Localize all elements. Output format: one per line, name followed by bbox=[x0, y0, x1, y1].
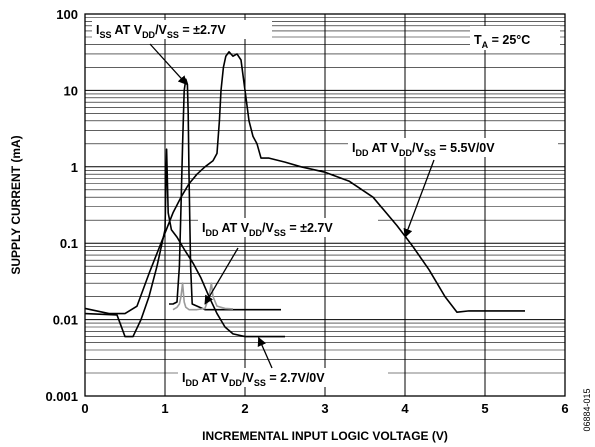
figure-code: 06884-015 bbox=[582, 388, 592, 431]
x-tick-label: 0 bbox=[81, 401, 88, 416]
series-line-4 bbox=[84, 148, 285, 338]
arrow-idd-pm27 bbox=[204, 247, 239, 305]
label-idd-27: IDD AT VDD/VSS = 2.7V/0V bbox=[182, 371, 325, 388]
y-tick-label: 0.01 bbox=[53, 313, 78, 328]
chart-grid bbox=[85, 14, 565, 397]
label-idd-55-box bbox=[348, 138, 558, 157]
y-tick-label: 0.1 bbox=[60, 236, 78, 251]
series-line-2 bbox=[169, 78, 281, 311]
label-idd-27-box bbox=[178, 368, 388, 387]
x-tick-label: 4 bbox=[401, 401, 409, 416]
y-tick-label: 0.001 bbox=[45, 389, 78, 404]
x-tick-label: 1 bbox=[161, 401, 168, 416]
x-tick-label: 5 bbox=[481, 401, 488, 416]
plot-frame bbox=[84, 13, 566, 397]
label-idd-pm27-box bbox=[198, 218, 378, 237]
arrow-idd-55 bbox=[403, 159, 435, 239]
x-tick-label: 2 bbox=[241, 401, 248, 416]
x-tick-label: 3 bbox=[321, 401, 328, 416]
series-line-3 bbox=[172, 282, 234, 311]
annotations: ISS AT VDD/VSS = ±2.7V IDD AT VDD/VSS = 5… bbox=[92, 20, 560, 388]
x-axis-title: INCREMENTAL INPUT LOGIC VOLTAGE (V) bbox=[202, 429, 448, 443]
series-layer bbox=[84, 51, 525, 338]
label-iss-pm27: ISS AT VDD/VSS = ±2.7V bbox=[96, 23, 226, 40]
y-tick-label: 10 bbox=[64, 83, 78, 98]
label-iss-pm27-box bbox=[92, 20, 272, 39]
arrow-idd-27 bbox=[257, 336, 273, 369]
label-idd-55: IDD AT VDD/VSS = 5.5V/0V bbox=[352, 141, 495, 158]
series-line-1 bbox=[84, 51, 525, 315]
y-tick-label: 1 bbox=[71, 160, 78, 175]
temp-label-box bbox=[470, 26, 560, 50]
arrow-iss-pm27 bbox=[149, 43, 188, 86]
label-idd-pm27: IDD AT VDD/VSS = ±2.7V bbox=[202, 221, 333, 238]
temp-label: TA = 25°C bbox=[474, 33, 530, 50]
y-tick-label: 100 bbox=[56, 7, 78, 22]
y-axis-title: SUPPLY CURRENT (mA) bbox=[9, 135, 23, 274]
tick-labels: 0 1 2 3 4 5 6 0.001 0.01 0.1 1 10 100 bbox=[45, 7, 568, 416]
x-tick-label: 6 bbox=[561, 401, 568, 416]
